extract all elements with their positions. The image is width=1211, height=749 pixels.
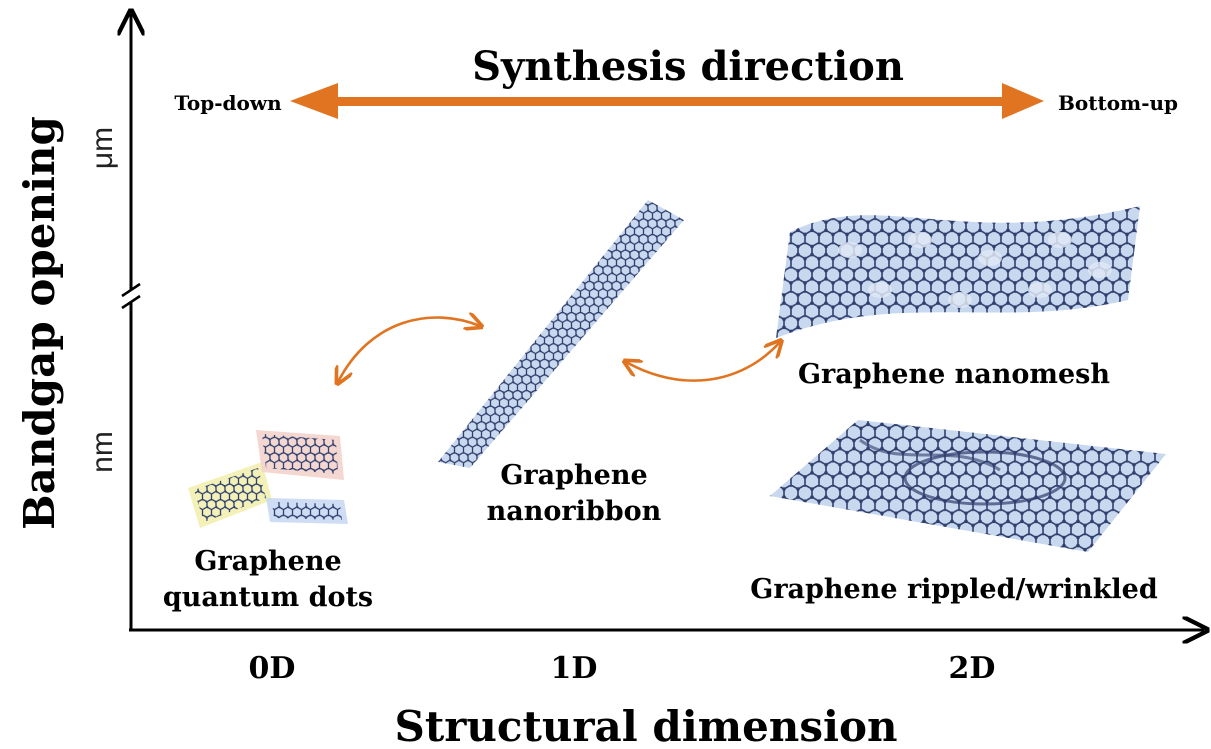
top-down-label: Top-down: [174, 91, 282, 115]
rippled-label: Graphene rippled/wrinkled: [750, 574, 1158, 605]
nanomesh-illustration: [776, 206, 1140, 338]
bottom-up-label: Bottom-up: [1058, 91, 1178, 115]
arrow-qd-to-ribbon: [338, 318, 480, 382]
nanoribbon-illustration: [438, 200, 684, 468]
axis-break-mark: [121, 282, 141, 310]
nanoribbon-label-line2: nanoribbon: [487, 496, 662, 527]
axes: [122, 14, 1204, 630]
x-axis-title: Structural dimension: [395, 702, 898, 749]
arrow-ribbon-to-2d: [626, 342, 780, 382]
nanomesh-label: Graphene nanomesh: [798, 359, 1110, 390]
x-tick-2d: 2D: [949, 651, 996, 686]
x-tick-0d: 0D: [249, 651, 296, 686]
y-unit-micrometer: μm: [86, 127, 119, 169]
x-tick-1d: 1D: [551, 651, 598, 686]
quantum-dots-illustration: [188, 430, 348, 528]
synthesis-double-arrow: [290, 83, 1044, 119]
quantum-dots-label-line2: quantum dots: [163, 582, 373, 613]
rippled-illustration: [770, 420, 1166, 552]
y-unit-nanometer: nm: [86, 431, 119, 473]
nanoribbon-label-line1: Graphene: [500, 460, 647, 491]
synthesis-title: Synthesis direction: [472, 43, 904, 90]
y-axis-title: Bandgap opening: [15, 116, 64, 530]
quantum-dots-label-line1: Graphene: [194, 546, 341, 577]
